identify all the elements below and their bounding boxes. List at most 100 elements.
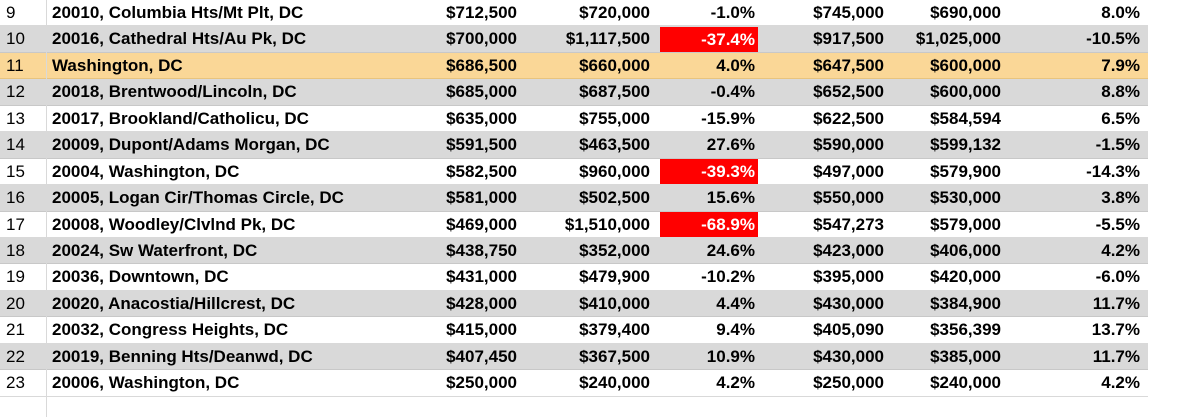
row-number-cell[interactable]: 11 [6,55,24,75]
percent-change-cell-2[interactable]: 11.7% [1092,293,1140,313]
percent-change-cell[interactable]: 10.9% [706,346,755,366]
price-cell-b[interactable]: $1,510,000 [564,214,650,234]
price-cell-d[interactable]: $497,000 [813,161,884,181]
price-cell-d[interactable]: $590,000 [813,135,884,155]
price-cell-a[interactable]: $582,500 [446,161,517,181]
zip-area-cell[interactable]: 20020, Anacostia/Hillcrest, DC [52,293,296,313]
price-cell-a[interactable]: $469,000 [446,214,517,234]
price-cell-d[interactable]: $547,273 [813,214,884,234]
row-number-cell[interactable]: 10 [6,29,25,49]
row-number-cell[interactable]: 22 [6,346,25,366]
zip-area-cell[interactable]: 20019, Benning Hts/Deanwd, DC [52,346,313,366]
percent-change-cell[interactable]: -39.3% [660,159,758,185]
percent-change-cell-2[interactable]: -5.5% [1095,214,1140,234]
price-cell-d[interactable]: $250,000 [813,373,884,393]
row-number-cell[interactable]: 14 [6,135,25,155]
price-cell-a[interactable]: $700,000 [446,29,517,49]
price-cell-a[interactable]: $685,000 [446,82,517,102]
table-row[interactable]: 18 20024, Sw Waterfront, DC $438,750 $352,0… [0,237,1148,265]
percent-change-cell[interactable]: 27.6% [706,135,755,155]
table-row[interactable]: 16 20005, Logan Cir/Thomas Circle, DC $581… [0,185,1148,212]
price-cell-d[interactable]: $550,000 [813,188,884,208]
percent-change-cell[interactable]: 9.4% [716,320,755,340]
zip-area-cell[interactable]: 20004, Washington, DC [52,161,240,181]
price-cell-a[interactable]: $591,500 [446,135,517,155]
percent-change-cell-2[interactable]: 4.2% [1101,240,1140,260]
price-cell-b[interactable]: $367,500 [579,346,650,366]
price-cell-e[interactable]: $579,000 [930,214,1001,234]
percent-change-cell-2[interactable]: 4.2% [1101,373,1140,393]
table-row[interactable]: 19 20036, Downtown, DC $431,000 $479,900 -10… [0,264,1148,291]
price-cell-b[interactable]: $502,500 [579,188,650,208]
table-row[interactable]: 9 20010, Columbia Hts/Mt Plt, DC $712,500 $… [0,0,1148,27]
percent-change-cell[interactable]: -37.4% [660,26,758,52]
price-cell-b[interactable]: $960,000 [579,161,650,181]
row-number-cell[interactable]: 23 [6,373,25,393]
row-number-cell[interactable]: 18 [6,240,25,260]
row-number-cell[interactable]: 12 [6,82,25,102]
row-number-cell[interactable]: 17 [6,214,25,234]
price-cell-b[interactable]: $410,000 [579,293,650,313]
percent-change-cell[interactable]: 15.6% [706,188,755,208]
percent-change-cell[interactable]: -68.9% [660,212,758,237]
price-cell-b[interactable]: $240,000 [579,373,650,393]
percent-change-cell-2[interactable]: -14.3% [1086,161,1140,181]
price-cell-d[interactable]: $652,500 [813,82,884,102]
price-cell-b[interactable]: $479,900 [579,267,650,287]
table-row[interactable]: 13 20017, Brookland/Catholicu, DC $635,000… [0,106,1148,133]
price-cell-a[interactable]: $438,750 [446,240,517,260]
price-cell-e[interactable]: $599,132 [930,135,1001,155]
price-cell-e[interactable]: $584,594 [930,108,1001,128]
price-cell-a[interactable]: $407,450 [446,346,517,366]
percent-change-cell-2[interactable]: 3.8% [1101,188,1140,208]
price-cell-a[interactable]: $415,000 [446,320,517,340]
row-number-cell[interactable]: 13 [6,108,25,128]
price-cell-a[interactable]: $428,000 [446,293,517,313]
zip-area-cell[interactable]: 20032, Congress Heights, DC [52,320,289,340]
price-cell-d[interactable]: $917,500 [813,29,884,49]
price-cell-d[interactable]: $405,090 [813,320,884,340]
price-cell-e[interactable]: $530,000 [930,188,1001,208]
price-cell-b[interactable]: $463,500 [579,135,650,155]
price-cell-b[interactable]: $720,000 [579,3,650,22]
percent-change-cell[interactable]: 24.6% [706,240,755,260]
percent-change-cell[interactable]: -15.9% [701,108,755,128]
table-row[interactable]: 12 20018, Brentwood/Lincoln, DC $685,000 $6… [0,79,1148,106]
zip-area-cell[interactable]: Washington, DC [52,55,183,75]
price-cell-a[interactable]: $250,000 [446,373,517,393]
table-row[interactable]: 15 20004, Washington, DC $582,500 $960,000-… [0,159,1148,186]
row-number-cell[interactable]: 15 [6,161,25,181]
price-cell-d[interactable]: $647,500 [813,55,884,75]
price-cell-a[interactable]: $581,000 [446,188,517,208]
price-cell-a[interactable]: $712,500 [446,3,517,22]
price-cell-e[interactable]: $579,900 [930,161,1001,181]
price-cell-e[interactable]: $690,000 [930,3,1001,22]
percent-change-cell[interactable]: 4.4% [716,293,755,313]
row-number-cell[interactable]: 21 [6,320,25,340]
price-cell-b[interactable]: $687,500 [579,82,650,102]
row-number-cell[interactable]: 16 [6,188,25,208]
table-row[interactable]: 10 20016, Cathedral Hts/Au Pk, DC $700,000… [0,26,1148,53]
price-cell-e[interactable]: $384,900 [930,293,1001,313]
zip-area-cell[interactable]: 20010, Columbia Hts/Mt Plt, DC [52,3,304,22]
table-row[interactable]: 22 20019, Benning Hts/Deanwd, DC $407,450 $… [0,343,1148,371]
zip-area-cell[interactable]: 20006, Washington, DC [52,373,240,393]
zip-area-cell[interactable]: 20036, Downtown, DC [52,267,229,287]
price-cell-b[interactable]: $1,117,500 [565,29,650,49]
percent-change-cell-2[interactable]: 13.7% [1091,320,1140,340]
percent-change-cell-2[interactable]: 8.8% [1101,82,1140,102]
percent-change-cell[interactable]: 4.2% [716,373,755,393]
row-number-cell[interactable]: 9 [6,3,16,22]
percent-change-cell-2[interactable]: 8.0% [1101,3,1140,22]
price-cell-b[interactable]: $379,400 [579,320,650,340]
price-cell-d[interactable]: $430,000 [813,346,884,366]
zip-area-cell[interactable]: 20005, Logan Cir/Thomas Circle, DC [52,188,344,208]
table-row[interactable]: 17 20008, Woodley/Clvlnd Pk, DC $469,000 $1… [0,212,1148,238]
percent-change-cell-2[interactable]: -6.0% [1095,267,1140,287]
price-cell-e[interactable]: $1,025,000 [915,29,1001,49]
zip-area-cell[interactable]: 20017, Brookland/Catholicu, DC [52,108,309,128]
percent-change-cell-2[interactable]: -1.5% [1095,135,1140,155]
price-cell-e[interactable]: $356,399 [930,320,1001,340]
percent-change-cell[interactable]: -10.2% [701,267,755,287]
price-cell-d[interactable]: $622,500 [813,108,884,128]
